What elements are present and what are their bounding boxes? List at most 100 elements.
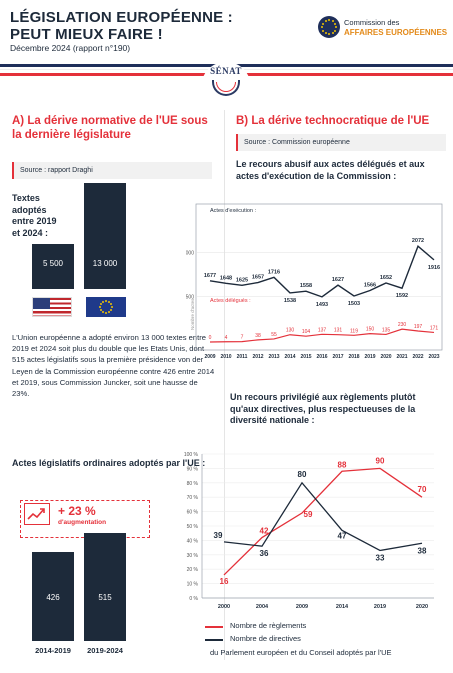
data-label-delegated: 4: [225, 335, 228, 341]
x-tick-label: 2018: [348, 354, 359, 360]
star-icon: [108, 300, 110, 303]
line-executive: [209, 245, 435, 298]
star-icon: [102, 311, 104, 314]
data-label-executive: 1916: [428, 265, 440, 271]
x-tick-label: 2021: [396, 354, 407, 360]
y-tick-label: 50 %: [187, 524, 199, 530]
y-tick-label: 60 %: [187, 510, 199, 516]
data-label-delegated: 197: [414, 324, 423, 330]
label-line-2: adoptés: [12, 204, 47, 215]
data-label-regulations: 88: [338, 460, 347, 469]
data-label-directives: 47: [338, 531, 347, 540]
star-icon: [99, 306, 101, 308]
star-icon: [328, 33, 330, 35]
plot-frame: [195, 203, 443, 351]
data-label-directives: 80: [298, 470, 307, 479]
logo-text-line-2: AFFAIRES EUROPÉENNES: [344, 28, 448, 37]
data-label-regulations: 42: [260, 527, 269, 536]
data-label-delegated: 7: [241, 335, 244, 341]
x-tick-label: 2013: [268, 354, 279, 360]
series-label-delegated: Actes délégués :: [210, 298, 251, 304]
data-label-directives: 38: [418, 546, 427, 555]
star-icon: [105, 300, 107, 302]
chart-executive-title: Le recours abusif aux actes délégués et …: [236, 159, 425, 181]
data-label-executive: 1538: [284, 298, 296, 304]
star-icon: [321, 22, 324, 25]
x-tick-label: 2015: [300, 354, 311, 360]
data-label-regulations: 16: [220, 577, 229, 586]
data-label-executive: 1677: [204, 273, 216, 279]
x-tick-label: 2011: [237, 354, 248, 360]
ordinary-acts-heading: Actes législatifs ordinaires adoptés par…: [12, 458, 206, 468]
y-tick-label: 90 %: [187, 466, 199, 472]
star-icon: [331, 32, 334, 35]
line-directives: [223, 481, 423, 552]
star-icon: [331, 19, 334, 22]
x-tick-label: 2016: [316, 354, 327, 360]
x-tick-label: 2020: [380, 354, 391, 360]
chart-regulations-title: Un recours privilégié aux règlements plu…: [230, 392, 416, 425]
star-icon: [110, 309, 113, 311]
y-tick-label: 80 %: [187, 481, 199, 487]
data-label-executive: 1503: [348, 301, 360, 307]
legend-swatch-regulations: [205, 626, 223, 628]
data-label-delegated: 131: [334, 328, 343, 334]
data-label-regulations: 70: [418, 485, 427, 494]
x-tick-label: 2017: [332, 354, 343, 360]
data-label-delegated: 230: [398, 322, 407, 328]
bar-0: [32, 244, 74, 289]
data-label-executive: 1592: [396, 293, 408, 299]
star-icon: [111, 306, 113, 308]
data-label-executive: 1648: [220, 275, 232, 281]
star-icon: [105, 312, 107, 314]
data-label-delegated: 55: [271, 332, 277, 338]
star-icon: [324, 32, 327, 35]
label-line-1: Textes: [12, 193, 40, 203]
bar-value-label: 515: [98, 593, 112, 602]
x-tick-label: 2022: [412, 354, 423, 360]
us-flag-icon: [32, 297, 72, 317]
data-label-delegated: 137: [318, 327, 327, 333]
data-label-directives: 39: [214, 531, 223, 540]
y-tick-label: 10 %: [187, 582, 199, 588]
regulations-line-chart: 100 % 90 % 80 % 70 % 60 % 50 % 40 % 30 % 20 % 10 …: [184, 452, 434, 610]
star-icon: [99, 303, 102, 305]
chart-regulations-caption: du Parlement européen et du Conseil adop…: [210, 648, 392, 657]
star-icon: [108, 311, 110, 314]
bar-category-label: 2014-2019: [35, 646, 71, 655]
star-icon: [110, 303, 113, 305]
title-line-2: PEUT MIEUX FAIRE !: [10, 26, 163, 43]
logo-text-line-1: Commission des: [344, 18, 400, 27]
legend-label-regulations: Nombre de règlements: [230, 621, 307, 630]
y-tick-label: 20 %: [187, 567, 199, 573]
data-label-delegated: 130: [286, 328, 295, 334]
data-label-regulations: 59: [304, 510, 313, 519]
bar-value-label: 5 500: [42, 259, 64, 268]
label-line-4: et 2024 :: [12, 227, 49, 238]
x-tick-label: 2009: [204, 354, 215, 360]
data-label-delegated: 119: [350, 328, 358, 334]
x-tick-label: 2004: [256, 604, 269, 610]
star-icon: [334, 22, 337, 25]
data-label-executive: 2072: [412, 238, 424, 244]
section-b-source: Source : Commission européenne: [236, 134, 446, 151]
x-tick-label: 2010: [220, 354, 231, 360]
data-label-delegated: 150: [366, 327, 375, 333]
section-a-heading: A) La dérive normative de l'UE sous la d…: [12, 115, 208, 141]
data-label-executive: 1493: [316, 302, 328, 308]
y-tick-label: 70 %: [187, 495, 199, 501]
data-label-executive: 1716: [268, 269, 280, 275]
x-tick-label: 2012: [252, 354, 263, 360]
bar-value-label: 13 000: [92, 259, 118, 268]
bar-category-label: 2019-2024: [87, 646, 123, 655]
data-label-executive: 1657: [252, 275, 264, 281]
data-label-regulations: 90: [376, 456, 385, 465]
data-label-delegated: 171: [430, 325, 439, 331]
line-regulations: [223, 467, 423, 576]
y-axis-label: Nombre d'actes: [190, 298, 195, 330]
y-tick-label: 1500: [186, 294, 194, 300]
y-tick-label: 2000: [186, 251, 194, 257]
senat-logo-text: SÉNAT: [210, 66, 242, 76]
legend-swatch-directives: [205, 639, 223, 641]
x-tick-label: 2014: [336, 604, 349, 610]
